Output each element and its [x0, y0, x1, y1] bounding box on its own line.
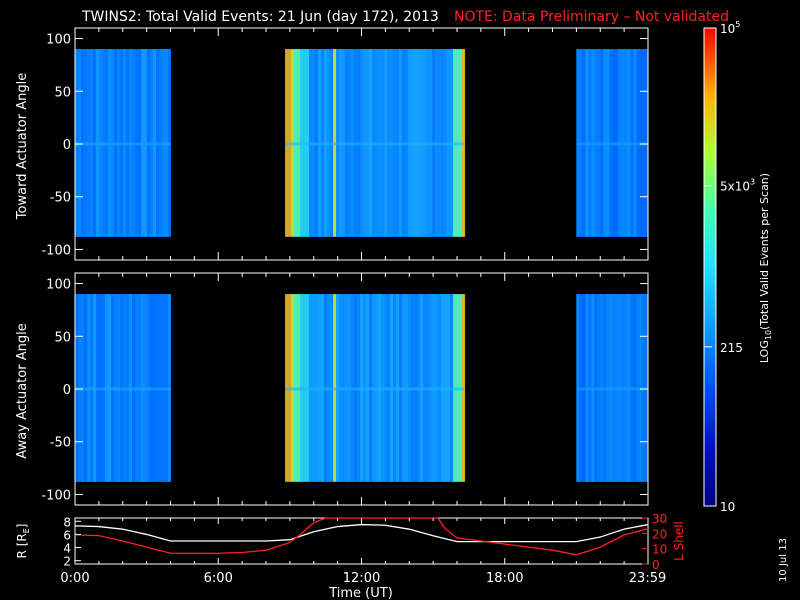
y-tick-label: 100 — [46, 33, 71, 48]
lshell-tick-label: 30 — [652, 512, 667, 526]
toward-panel: 100 50 0 -50 -100 Toward Actuator Angle — [15, 27, 649, 261]
time-tick-label: 6:00 — [204, 571, 233, 586]
radius-tick-label: 6 — [63, 528, 71, 542]
lshell-y-label: L Shell — [672, 521, 686, 561]
colorbar-tick-label: 5x103 — [720, 178, 755, 194]
colorbar-tick-label: 105 — [720, 20, 740, 36]
y-tick-label: -50 — [50, 436, 71, 451]
heatmap-zero-band — [75, 142, 171, 146]
heatmap-zero-band — [75, 387, 171, 391]
away-heatmap — [75, 294, 649, 482]
y-tick-label: 50 — [54, 85, 71, 100]
y-tick-label: -100 — [41, 243, 71, 258]
y-tick-label: -100 — [41, 488, 71, 503]
y-tick-label: 100 — [46, 278, 71, 293]
radius-y-label-sub: E — [22, 528, 31, 533]
time-tick-label: 23:59 — [629, 571, 666, 586]
orbit-lines — [74, 517, 649, 556]
radius-tick-label: 2 — [63, 555, 71, 569]
radius-y-label: R [RE] — [15, 524, 31, 559]
y-tick-label: 50 — [54, 330, 71, 345]
lshell-line — [74, 517, 649, 556]
colorbar-label: LOG10(Total Valid Events per Scan) — [758, 173, 773, 363]
time-tick-label: 12:00 — [343, 571, 380, 586]
heatmap-zero-band — [285, 142, 465, 146]
time-tick-label: 18:00 — [486, 571, 523, 586]
y-tick-label: 0 — [63, 138, 71, 153]
radius-tick-label: 4 — [63, 542, 71, 556]
radius-tick-label: 8 — [63, 515, 71, 529]
time-tick-label: 0:00 — [60, 571, 89, 586]
away-y-label: Away Actuator Angle — [15, 323, 30, 458]
heatmap-zero-band — [576, 387, 648, 391]
away-panel: 100 50 0 -50 -100 Away Actuator Angle — [15, 272, 649, 506]
colorbar-gradient — [703, 27, 717, 507]
radius-y-label-main: R [R — [15, 533, 29, 558]
heatmap-zero-band — [576, 142, 648, 146]
toward-y-label: Toward Actuator Angle — [15, 73, 30, 220]
y-tick-label: -50 — [50, 191, 71, 206]
colorbar-label-log: LOG — [758, 340, 771, 363]
colorbar-tick-exp: 3 — [750, 178, 755, 187]
lshell-tick-label: 20 — [652, 527, 667, 541]
colorbar-tick-label: 215 — [720, 341, 743, 355]
lshell-tick-label: 0 — [652, 558, 660, 572]
radius-y-label-close: ] — [15, 524, 29, 529]
toward-y-axis: 100 50 0 -50 -100 — [41, 28, 649, 260]
time-x-axis: 0:00 6:00 12:00 18:00 23:59 — [60, 518, 666, 586]
lshell-tick-label: 10 — [652, 543, 667, 557]
colorbar-tick-exp: 5 — [735, 20, 740, 29]
toward-heatmap — [75, 49, 649, 237]
date-stamp: 10 Jul 13 — [778, 538, 789, 582]
away-y-axis: 100 50 0 -50 -100 — [41, 273, 649, 505]
colorbar-label-sub: 10 — [764, 330, 773, 340]
preliminary-note: NOTE: Data Preliminary – Not validated — [454, 9, 729, 25]
figure-title: TWINS2: Total Valid Events: 21 Jun (day … — [81, 9, 439, 25]
time-x-label: Time (UT) — [328, 586, 393, 600]
radius-line — [74, 523, 649, 543]
colorbar-label-rest: (Total Valid Events per Scan) — [758, 173, 771, 330]
y-tick-label: 0 — [63, 383, 71, 398]
colorbar-tick-label: 10 — [720, 500, 735, 514]
heatmap-zero-band — [285, 387, 465, 391]
